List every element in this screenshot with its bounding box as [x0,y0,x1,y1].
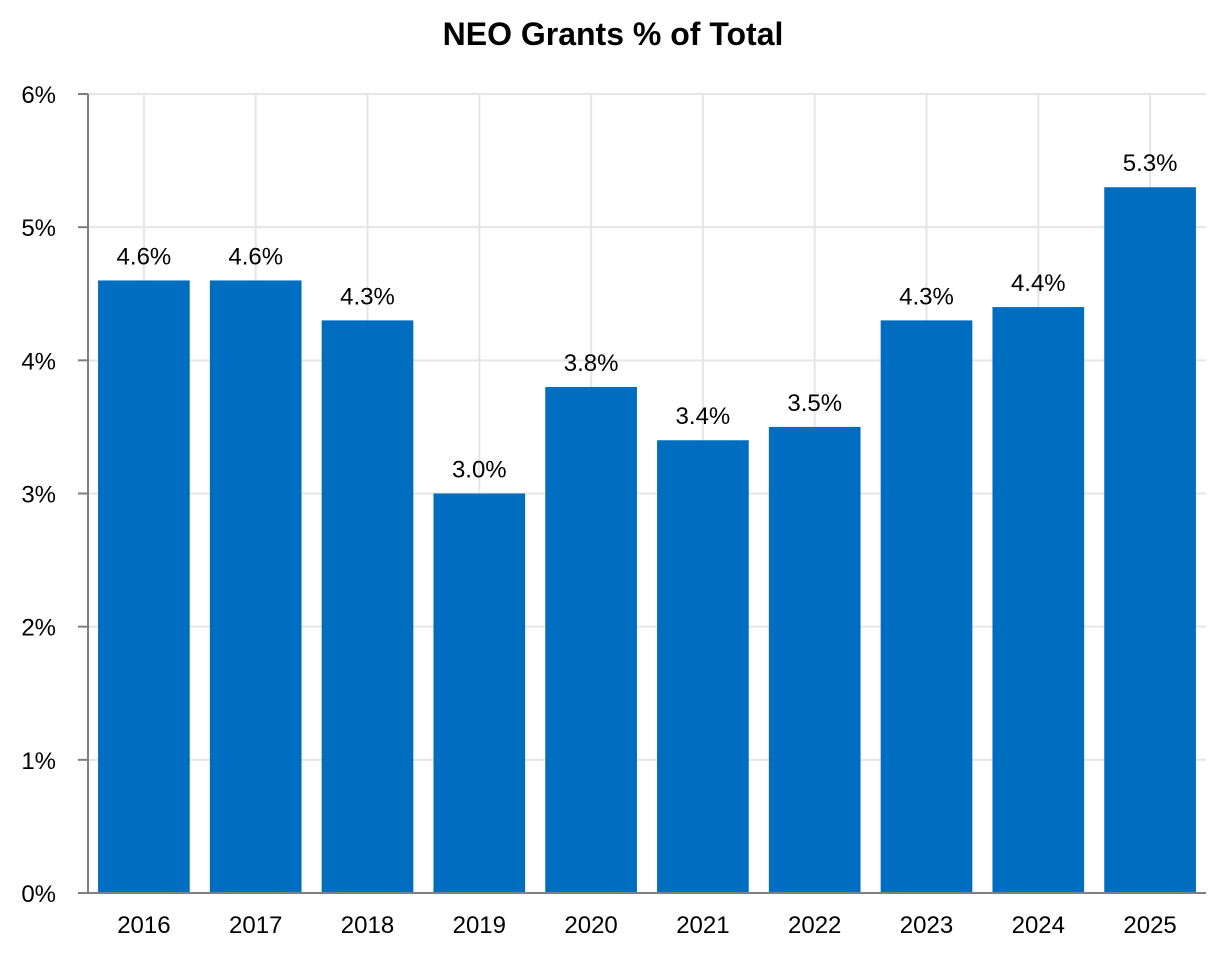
y-tick-label: 2% [21,615,56,642]
y-tick-label: 1% [21,748,56,775]
bar [1104,187,1196,893]
data-label: 3.8% [564,350,619,377]
bar [98,280,190,893]
data-label: 4.3% [899,283,954,310]
bar [880,320,973,894]
bar [321,320,414,894]
x-tick-label: 2025 [1123,912,1176,939]
data-label: 5.3% [1123,150,1178,177]
x-tick-label: 2016 [117,912,170,939]
bar [657,440,749,893]
x-tick-label: 2017 [229,912,282,939]
data-label: 4.6% [117,243,172,270]
y-tick-label: 4% [21,348,56,375]
data-label: 3.5% [787,390,842,417]
y-tick-label: 5% [21,215,56,242]
data-label: 3.4% [676,403,731,430]
data-label: 4.6% [228,243,283,270]
x-tick-label: 2019 [453,912,506,939]
chart-title: NEO Grants % of Total [442,16,784,52]
bar [209,280,302,893]
y-tick-label: 0% [21,881,56,908]
y-tick-label: 6% [21,82,56,109]
data-label: 4.3% [340,283,395,310]
data-label: 4.4% [1011,270,1066,297]
x-tick-label: 2018 [341,912,394,939]
x-tick-label: 2020 [564,912,617,939]
bar [433,493,526,893]
x-tick-label: 2024 [1012,912,1065,939]
x-tick-label: 2022 [788,912,841,939]
x-tick-label: 2021 [676,912,729,939]
bar [992,307,1085,894]
data-label: 3.0% [452,457,507,484]
bar [545,386,637,893]
x-tick-label: 2023 [900,912,953,939]
bar [768,426,861,893]
y-tick-label: 3% [21,482,56,509]
